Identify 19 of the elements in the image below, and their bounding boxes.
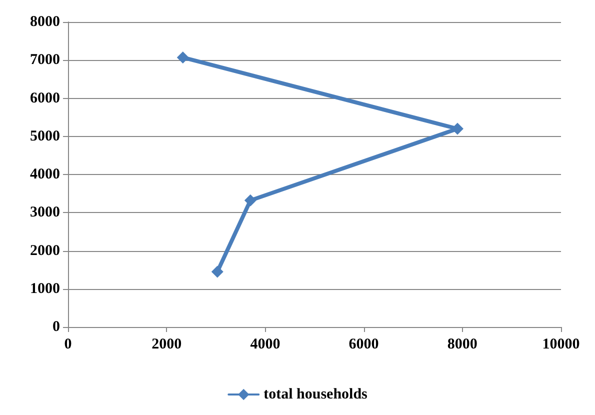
- x-tick-label: 2000: [152, 336, 182, 352]
- x-tick-label: 10000: [542, 336, 580, 352]
- y-tick-label: 8000: [30, 14, 60, 30]
- point: [244, 194, 256, 206]
- x-tick-label: 8000: [447, 336, 478, 352]
- x-tick-label: 0: [64, 336, 72, 352]
- legend-label: total households: [264, 386, 368, 402]
- point: [176, 51, 189, 64]
- y-tick-label: 6000: [30, 90, 60, 106]
- y-tick-label: 2000: [30, 242, 60, 259]
- y-tick-label: 3000: [30, 204, 60, 221]
- y-tick-label: 1000: [30, 280, 60, 297]
- x-tick-label: 6000: [348, 336, 379, 352]
- y-tick-label: 7000: [30, 52, 60, 68]
- point: [211, 266, 224, 278]
- y-tick-label: 4000: [30, 166, 60, 182]
- y-tick-label: 5000: [30, 128, 60, 144]
- x-tick-label: 4000: [250, 336, 280, 352]
- y-tick-label: 0: [52, 319, 60, 335]
